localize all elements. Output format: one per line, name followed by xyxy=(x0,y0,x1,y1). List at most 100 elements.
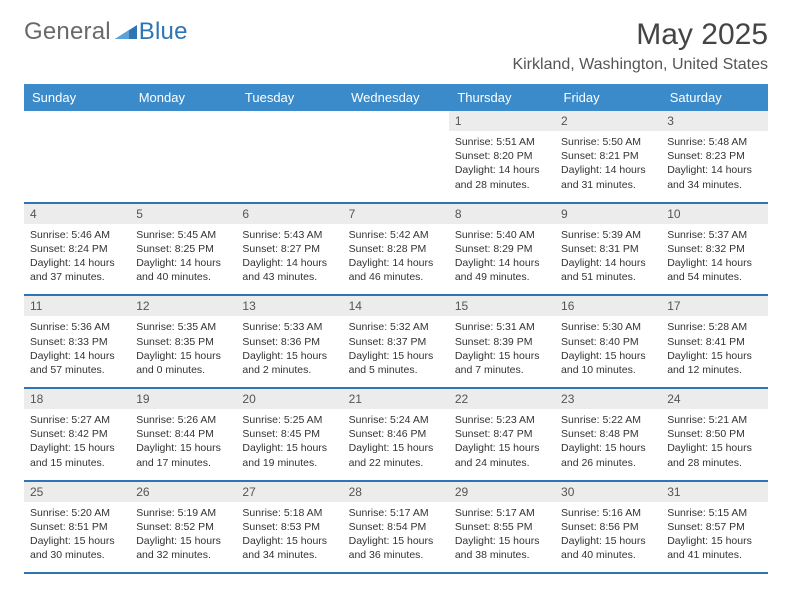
day-details: Sunrise: 5:37 AMSunset: 8:32 PMDaylight:… xyxy=(661,224,767,295)
calendar-week-row: 4Sunrise: 5:46 AMSunset: 8:24 PMDaylight… xyxy=(24,203,768,296)
day-details: Sunrise: 5:18 AMSunset: 8:53 PMDaylight:… xyxy=(236,502,342,573)
day-details: Sunrise: 5:48 AMSunset: 8:23 PMDaylight:… xyxy=(661,131,767,202)
daylight-line: Daylight: 15 hours and 30 minutes. xyxy=(30,534,124,562)
day-details: Sunrise: 5:23 AMSunset: 8:47 PMDaylight:… xyxy=(449,409,555,480)
daylight-line: Daylight: 15 hours and 10 minutes. xyxy=(561,349,655,377)
sunrise-line: Sunrise: 5:37 AM xyxy=(667,228,761,242)
calendar-cell: 19Sunrise: 5:26 AMSunset: 8:44 PMDayligh… xyxy=(130,388,236,481)
sunrise-line: Sunrise: 5:50 AM xyxy=(561,135,655,149)
calendar-cell: 4Sunrise: 5:46 AMSunset: 8:24 PMDaylight… xyxy=(24,203,130,296)
sunrise-line: Sunrise: 5:21 AM xyxy=(667,413,761,427)
sunset-line: Sunset: 8:27 PM xyxy=(242,242,336,256)
day-number: 27 xyxy=(236,482,342,502)
calendar-cell: 9Sunrise: 5:39 AMSunset: 8:31 PMDaylight… xyxy=(555,203,661,296)
sunset-line: Sunset: 8:53 PM xyxy=(242,520,336,534)
sunset-line: Sunset: 8:23 PM xyxy=(667,149,761,163)
sunset-line: Sunset: 8:29 PM xyxy=(455,242,549,256)
day-details: Sunrise: 5:22 AMSunset: 8:48 PMDaylight:… xyxy=(555,409,661,480)
day-number: 14 xyxy=(343,296,449,316)
sunrise-line: Sunrise: 5:46 AM xyxy=(30,228,124,242)
day-number: 16 xyxy=(555,296,661,316)
brand-general: General xyxy=(24,18,111,46)
calendar-cell xyxy=(236,111,342,203)
day-details: Sunrise: 5:35 AMSunset: 8:35 PMDaylight:… xyxy=(130,316,236,387)
day-number: 4 xyxy=(24,204,130,224)
daylight-line: Daylight: 15 hours and 12 minutes. xyxy=(667,349,761,377)
daylight-line: Daylight: 15 hours and 36 minutes. xyxy=(349,534,443,562)
calendar-cell: 10Sunrise: 5:37 AMSunset: 8:32 PMDayligh… xyxy=(661,203,767,296)
daylight-line: Daylight: 14 hours and 46 minutes. xyxy=(349,256,443,284)
calendar-cell xyxy=(343,111,449,203)
day-number: 5 xyxy=(130,204,236,224)
day-number: 2 xyxy=(555,111,661,131)
day-number: 21 xyxy=(343,389,449,409)
daylight-line: Daylight: 15 hours and 7 minutes. xyxy=(455,349,549,377)
daylight-line: Daylight: 15 hours and 5 minutes. xyxy=(349,349,443,377)
calendar-page: General Blue May 2025 Kirkland, Washingt… xyxy=(0,0,792,612)
daylight-line: Daylight: 14 hours and 40 minutes. xyxy=(136,256,230,284)
calendar-cell: 29Sunrise: 5:17 AMSunset: 8:55 PMDayligh… xyxy=(449,481,555,574)
day-details: Sunrise: 5:39 AMSunset: 8:31 PMDaylight:… xyxy=(555,224,661,295)
daylight-line: Daylight: 15 hours and 15 minutes. xyxy=(30,441,124,469)
daylight-line: Daylight: 15 hours and 28 minutes. xyxy=(667,441,761,469)
sunrise-line: Sunrise: 5:18 AM xyxy=(242,506,336,520)
calendar-cell: 31Sunrise: 5:15 AMSunset: 8:57 PMDayligh… xyxy=(661,481,767,574)
sunset-line: Sunset: 8:35 PM xyxy=(136,335,230,349)
sunrise-line: Sunrise: 5:33 AM xyxy=(242,320,336,334)
sunset-line: Sunset: 8:41 PM xyxy=(667,335,761,349)
day-details: Sunrise: 5:19 AMSunset: 8:52 PMDaylight:… xyxy=(130,502,236,573)
day-details: Sunrise: 5:50 AMSunset: 8:21 PMDaylight:… xyxy=(555,131,661,202)
day-number: 20 xyxy=(236,389,342,409)
daylight-line: Daylight: 15 hours and 17 minutes. xyxy=(136,441,230,469)
day-details: Sunrise: 5:25 AMSunset: 8:45 PMDaylight:… xyxy=(236,409,342,480)
daylight-line: Daylight: 14 hours and 43 minutes. xyxy=(242,256,336,284)
brand-triangle-icon xyxy=(115,18,137,46)
daylight-line: Daylight: 14 hours and 37 minutes. xyxy=(30,256,124,284)
calendar-week-row: 18Sunrise: 5:27 AMSunset: 8:42 PMDayligh… xyxy=(24,388,768,481)
day-number: 24 xyxy=(661,389,767,409)
day-number: 19 xyxy=(130,389,236,409)
calendar-cell: 14Sunrise: 5:32 AMSunset: 8:37 PMDayligh… xyxy=(343,295,449,388)
day-number: 13 xyxy=(236,296,342,316)
calendar-cell: 1Sunrise: 5:51 AMSunset: 8:20 PMDaylight… xyxy=(449,111,555,203)
sunrise-line: Sunrise: 5:31 AM xyxy=(455,320,549,334)
sunset-line: Sunset: 8:20 PM xyxy=(455,149,549,163)
calendar-cell: 11Sunrise: 5:36 AMSunset: 8:33 PMDayligh… xyxy=(24,295,130,388)
day-number: 17 xyxy=(661,296,767,316)
sunset-line: Sunset: 8:25 PM xyxy=(136,242,230,256)
sunrise-line: Sunrise: 5:39 AM xyxy=(561,228,655,242)
day-details: Sunrise: 5:24 AMSunset: 8:46 PMDaylight:… xyxy=(343,409,449,480)
calendar-cell: 12Sunrise: 5:35 AMSunset: 8:35 PMDayligh… xyxy=(130,295,236,388)
sunrise-line: Sunrise: 5:17 AM xyxy=(349,506,443,520)
daylight-line: Daylight: 14 hours and 28 minutes. xyxy=(455,163,549,191)
sunset-line: Sunset: 8:56 PM xyxy=(561,520,655,534)
sunrise-line: Sunrise: 5:22 AM xyxy=(561,413,655,427)
day-details: Sunrise: 5:31 AMSunset: 8:39 PMDaylight:… xyxy=(449,316,555,387)
sunrise-line: Sunrise: 5:24 AM xyxy=(349,413,443,427)
day-details: Sunrise: 5:36 AMSunset: 8:33 PMDaylight:… xyxy=(24,316,130,387)
day-number: 8 xyxy=(449,204,555,224)
daylight-line: Daylight: 15 hours and 2 minutes. xyxy=(242,349,336,377)
daylight-line: Daylight: 14 hours and 51 minutes. xyxy=(561,256,655,284)
calendar-cell: 13Sunrise: 5:33 AMSunset: 8:36 PMDayligh… xyxy=(236,295,342,388)
sunrise-line: Sunrise: 5:45 AM xyxy=(136,228,230,242)
day-details: Sunrise: 5:43 AMSunset: 8:27 PMDaylight:… xyxy=(236,224,342,295)
sunrise-line: Sunrise: 5:16 AM xyxy=(561,506,655,520)
daylight-line: Daylight: 15 hours and 19 minutes. xyxy=(242,441,336,469)
sunset-line: Sunset: 8:55 PM xyxy=(455,520,549,534)
daylight-line: Daylight: 15 hours and 41 minutes. xyxy=(667,534,761,562)
sunset-line: Sunset: 8:32 PM xyxy=(667,242,761,256)
sunset-line: Sunset: 8:52 PM xyxy=(136,520,230,534)
day-details: Sunrise: 5:21 AMSunset: 8:50 PMDaylight:… xyxy=(661,409,767,480)
location-subtitle: Kirkland, Washington, United States xyxy=(512,56,768,74)
day-details: Sunrise: 5:16 AMSunset: 8:56 PMDaylight:… xyxy=(555,502,661,573)
day-number: 25 xyxy=(24,482,130,502)
day-number: 18 xyxy=(24,389,130,409)
sunset-line: Sunset: 8:39 PM xyxy=(455,335,549,349)
day-number: 22 xyxy=(449,389,555,409)
calendar-cell: 6Sunrise: 5:43 AMSunset: 8:27 PMDaylight… xyxy=(236,203,342,296)
day-number: 23 xyxy=(555,389,661,409)
calendar-cell: 23Sunrise: 5:22 AMSunset: 8:48 PMDayligh… xyxy=(555,388,661,481)
sunset-line: Sunset: 8:28 PM xyxy=(349,242,443,256)
calendar-cell: 25Sunrise: 5:20 AMSunset: 8:51 PMDayligh… xyxy=(24,481,130,574)
